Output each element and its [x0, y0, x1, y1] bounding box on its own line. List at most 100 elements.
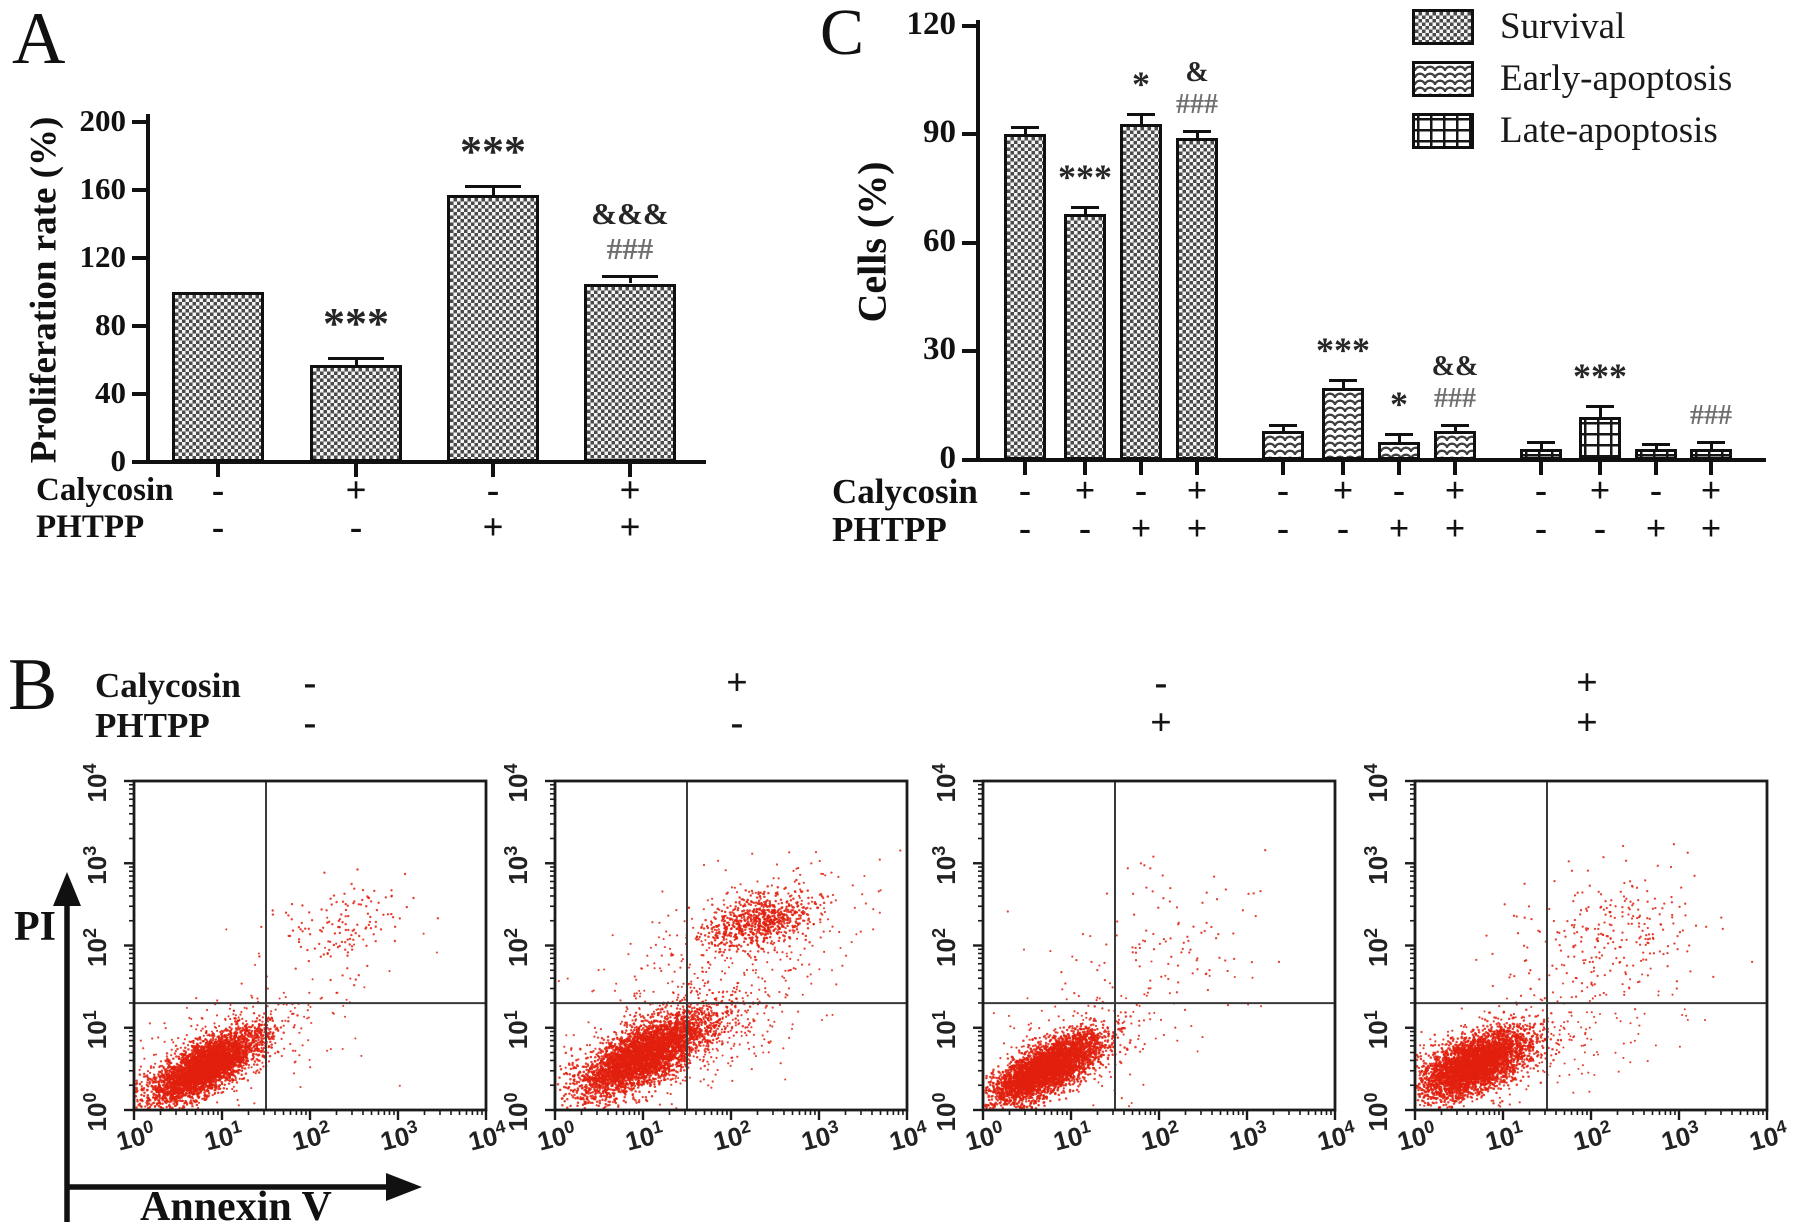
bar-c-10: [1579, 416, 1621, 460]
flow-y-tick-label: 103: [80, 846, 112, 885]
x-axis-tick: [1709, 462, 1713, 475]
flow-x-tick-label: 103: [1658, 1116, 1704, 1156]
x-axis-tick: [1195, 462, 1199, 475]
bar-c-8: [1434, 431, 1476, 460]
flow-y-tick-label: 100: [501, 1093, 533, 1132]
bar-c-11: [1635, 449, 1677, 460]
legend-item-late-apoptosis: Late-apoptosis: [1412, 112, 1718, 149]
condition-symbol: +: [1700, 470, 1722, 510]
significance-annotation: ***: [1573, 355, 1627, 396]
y-axis-tick: [132, 188, 146, 192]
legend-item-early-apoptosis: Early-apoptosis: [1412, 60, 1732, 97]
error-bar-stem: [1598, 407, 1602, 417]
flow-y-tick-label: 101: [929, 1010, 961, 1049]
flow-y-tick-label: 100: [1361, 1093, 1393, 1132]
flow-x-tick-label: 101: [622, 1116, 668, 1156]
y-axis-tick-label: 120: [79, 238, 127, 274]
flow-x-tick-label: 102: [289, 1116, 335, 1156]
condition-row-label-phtpp: PHTPP: [36, 509, 145, 545]
error-bar-cap: [1385, 433, 1413, 437]
x-axis-tick: [491, 464, 495, 477]
error-bar-cap: [1586, 404, 1614, 408]
flow-y-tick-label: 104: [1361, 764, 1393, 803]
error-bar-stem: [1709, 443, 1713, 450]
significance-annotation: ###: [1176, 88, 1218, 120]
error-bar-cap: [1527, 440, 1555, 444]
condition-symbol: +: [482, 507, 504, 548]
y-axis-tick-label: 160: [79, 170, 127, 206]
condition-symbol: +: [1444, 508, 1466, 548]
condition-symbol: -: [486, 470, 500, 511]
significance-annotation: ###: [1434, 383, 1476, 415]
condition-symbol: -: [1535, 508, 1547, 548]
scatter-cluster-1-4: [153, 916, 438, 1109]
flow-condition-symbol-calycosin: -: [303, 662, 317, 704]
condition-symbol: -: [1277, 470, 1289, 510]
y-axis-tick: [132, 120, 146, 124]
x-axis-tick: [1598, 462, 1602, 475]
x-axis-tick: [1023, 462, 1027, 475]
flow-condition-symbol-calycosin: -: [1154, 662, 1168, 704]
flow-y-tick-label: 102: [80, 928, 112, 967]
condition-symbol: +: [1332, 470, 1354, 510]
y-axis-tick-label: 60: [923, 222, 956, 259]
condition-symbol: +: [1645, 508, 1667, 548]
scatter-cluster-1-3: [258, 868, 440, 987]
x-axis-tick: [216, 464, 220, 477]
x-axis-tick: [1539, 462, 1543, 475]
condition-symbol: +: [1074, 470, 1096, 510]
condition-symbol: +: [345, 470, 367, 511]
legend-label-early-apoptosis: Early-apoptosis: [1500, 58, 1733, 99]
error-bar-stem: [1654, 445, 1658, 450]
flow-x-tick-label: 103: [377, 1116, 423, 1156]
condition-symbol: -: [1337, 508, 1349, 548]
error-bar-cap: [328, 357, 384, 360]
x-axis-tick: [1453, 462, 1457, 475]
condition-symbol: -: [1135, 470, 1147, 510]
flow-x-tick-label: 102: [1138, 1116, 1184, 1156]
flow-x-tick-label: 100: [113, 1116, 159, 1156]
scatter-cluster-4-2: [1416, 983, 1626, 1109]
condition-symbol: +: [1589, 470, 1611, 510]
bar-c-3: [1120, 123, 1162, 460]
flow-y-tick-label: 103: [1361, 846, 1393, 885]
scatter-cluster-4-3: [1475, 843, 1754, 1011]
condition-row-label-calycosin: Calycosin: [832, 472, 978, 511]
flow-axis-arrows: [53, 872, 422, 1222]
error-bar-stem: [1023, 129, 1027, 135]
annexin-axis-arrowhead-icon: [386, 1173, 422, 1201]
error-bar-cap: [1011, 126, 1039, 130]
flow-y-tick-label: 104: [929, 764, 961, 803]
bar-c-5: [1262, 431, 1304, 460]
error-bar-cap: [1071, 205, 1099, 209]
significance-annotation: ***: [1316, 330, 1370, 371]
flow-x-tick-label: 104: [886, 1116, 927, 1156]
significance-annotation: ###: [606, 231, 654, 267]
y-axis-tick-label: 40: [95, 374, 126, 410]
flow-x-tick-label: 102: [1570, 1116, 1616, 1156]
condition-symbol: +: [1700, 508, 1722, 548]
y-axis-tick: [962, 23, 976, 28]
error-bar-cap: [1441, 424, 1469, 428]
error-bar-stem: [1281, 427, 1285, 432]
error-bar-stem: [354, 360, 358, 366]
x-axis-tick: [1397, 462, 1401, 475]
legend-label-survival: Survival: [1500, 6, 1626, 47]
condition-symbol: -: [1535, 470, 1547, 510]
x-axis-tick: [354, 464, 358, 477]
flow-condition-symbol-phtpp: -: [730, 702, 744, 744]
bar-c-1: [1004, 134, 1046, 460]
flow-y-tick-label: 102: [1361, 928, 1393, 967]
flow-scatter-plot-1: 100 101 102 103 104 100 101 102 103 104: [80, 764, 506, 1157]
error-bar-stem: [628, 278, 632, 284]
condition-symbol: +: [1388, 508, 1410, 548]
flow-x-tick-label: 103: [1226, 1116, 1272, 1156]
panel-b-label: B: [8, 644, 58, 726]
significance-annotation: &&: [1431, 351, 1479, 383]
x-axis-tick: [1654, 462, 1658, 475]
flow-x-tick-label: 102: [710, 1116, 756, 1156]
legend-swatch-survival-icon: [1412, 8, 1474, 45]
condition-symbol: -: [1277, 508, 1289, 548]
legend-swatch-late-apoptosis-icon: [1412, 112, 1474, 149]
